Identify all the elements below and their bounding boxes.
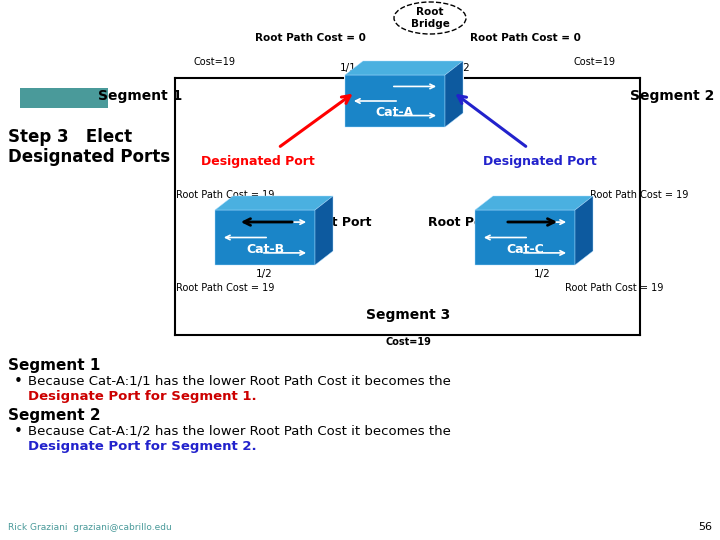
Text: Segment 2: Segment 2 [630, 89, 714, 103]
Polygon shape [575, 196, 593, 265]
Text: Because Cat-A:1/1 has the lower Root Path Cost it becomes the: Because Cat-A:1/1 has the lower Root Pat… [28, 374, 451, 387]
Text: Root Path Cost = 19: Root Path Cost = 19 [176, 283, 274, 293]
Text: •: • [14, 374, 23, 389]
Text: Segment 3: Segment 3 [366, 308, 450, 322]
Text: Cost=19: Cost=19 [194, 57, 236, 67]
Text: Designated Port: Designated Port [201, 156, 315, 168]
Text: Root Path Cost = 19: Root Path Cost = 19 [176, 190, 274, 200]
Text: 56: 56 [698, 522, 712, 532]
Text: Designate Port for Segment 2.: Designate Port for Segment 2. [28, 440, 256, 453]
Polygon shape [345, 75, 445, 127]
Text: Root Path Cost = 0: Root Path Cost = 0 [255, 33, 366, 43]
Text: Root Path Cost = 19: Root Path Cost = 19 [590, 190, 688, 200]
Polygon shape [445, 61, 463, 127]
Polygon shape [215, 210, 315, 265]
Text: Root Path Cost = 19: Root Path Cost = 19 [565, 283, 663, 293]
Text: 1/2: 1/2 [534, 269, 550, 279]
Text: Step 3   Elect: Step 3 Elect [8, 128, 132, 146]
Polygon shape [215, 196, 333, 210]
Polygon shape [345, 61, 463, 75]
Text: Root Port: Root Port [305, 215, 372, 228]
Text: Root
Bridge: Root Bridge [410, 7, 449, 29]
Text: Cost=19: Cost=19 [385, 337, 431, 347]
Text: Root Path Cost = 0: Root Path Cost = 0 [469, 33, 580, 43]
Text: Rick Graziani  graziani@cabrillo.edu: Rick Graziani graziani@cabrillo.edu [8, 523, 172, 531]
Text: Cat-B: Cat-B [246, 243, 284, 256]
Text: Segment 1: Segment 1 [8, 358, 100, 373]
Text: Segment 2: Segment 2 [8, 408, 101, 423]
Polygon shape [475, 210, 575, 265]
Polygon shape [475, 196, 593, 210]
Text: Designated Ports: Designated Ports [8, 148, 170, 166]
Text: Root Port: Root Port [428, 215, 495, 228]
Text: 1/2: 1/2 [454, 63, 470, 73]
Text: 1/1: 1/1 [340, 63, 356, 73]
Text: 1/2: 1/2 [256, 269, 272, 279]
Text: 1/1: 1/1 [562, 207, 578, 217]
Polygon shape [315, 196, 333, 265]
Text: Designate Port for Segment 1.: Designate Port for Segment 1. [28, 390, 256, 403]
Text: Because Cat-A:1/2 has the lower Root Path Cost it becomes the: Because Cat-A:1/2 has the lower Root Pat… [28, 424, 451, 437]
Text: Cat-C: Cat-C [506, 243, 544, 256]
Text: •: • [14, 424, 23, 439]
Text: Designated Port: Designated Port [483, 156, 597, 168]
Bar [20, 88, 108, 108]
Text: Cat-A: Cat-A [376, 106, 414, 119]
Text: Segment 1: Segment 1 [98, 89, 182, 103]
Text: Cost=19: Cost=19 [574, 57, 616, 67]
Text: 1/1: 1/1 [238, 207, 254, 217]
